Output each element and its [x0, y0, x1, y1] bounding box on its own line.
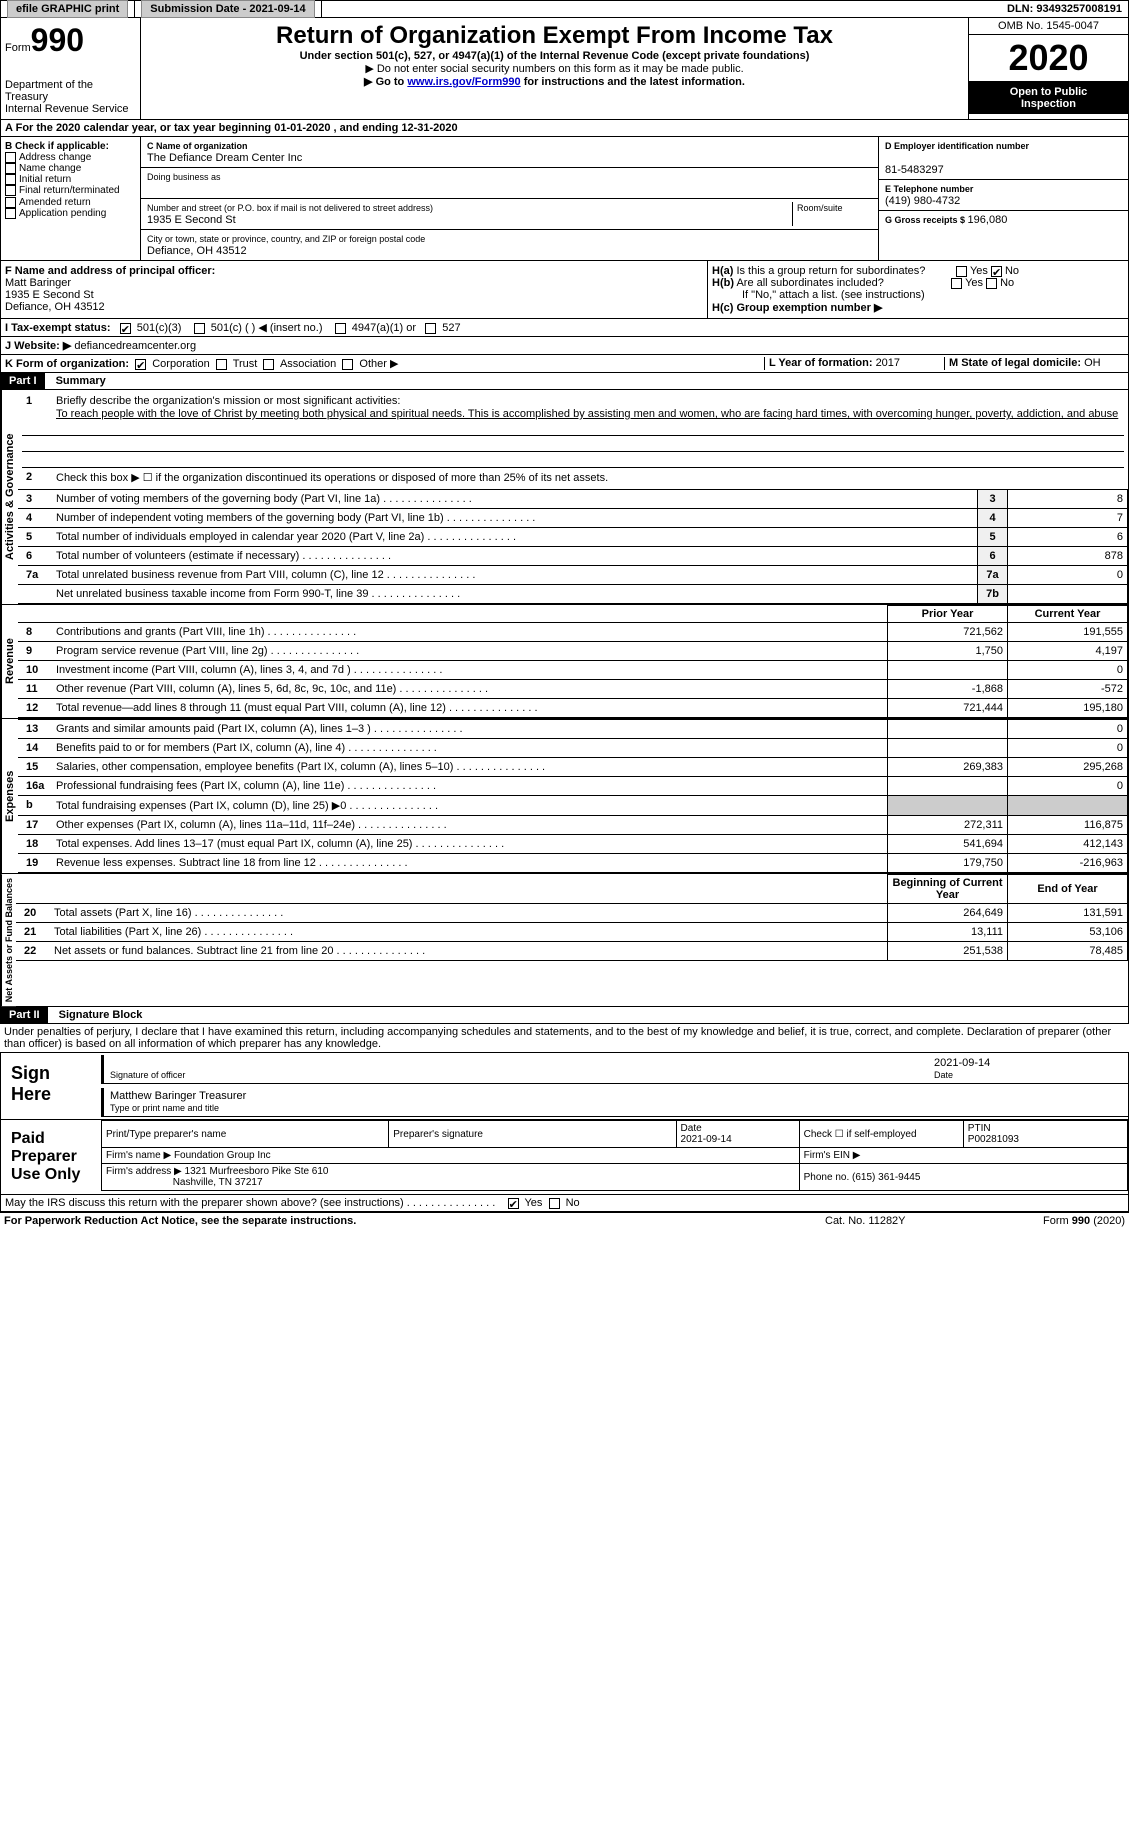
period-row: A For the 2020 calendar year, or tax yea… [0, 120, 1129, 137]
check-assoc[interactable] [263, 359, 274, 370]
check-other[interactable] [342, 359, 353, 370]
dln: DLN: 93493257008191 [1001, 1, 1128, 17]
check-initial-return[interactable]: Initial return [19, 174, 71, 185]
check-discuss-no[interactable] [549, 1198, 560, 1209]
check-name-change[interactable]: Name change [19, 163, 81, 174]
box-e: E Telephone number(419) 980-4732 [879, 180, 1128, 211]
label-governance: Activities & Governance [1, 390, 18, 604]
expenses-table: 13Grants and similar amounts paid (Part … [18, 719, 1128, 873]
box-d: D Employer identification number81-54832… [879, 137, 1128, 180]
box-c-city: City or town, state or province, country… [141, 230, 878, 260]
check-final-return[interactable]: Final return/terminated [19, 186, 120, 197]
paid-preparer-label: Paid Preparer Use Only [1, 1120, 101, 1194]
box-h: H(a) Is this a group return for subordin… [708, 261, 1128, 318]
box-i: I Tax-exempt status: 501(c)(3) 501(c) ( … [0, 319, 1129, 337]
dept-treasury: Department of the Treasury [5, 79, 136, 103]
omb-number: OMB No. 1545-0047 [969, 18, 1128, 35]
check-501c3[interactable] [120, 323, 131, 334]
box-b: B Check if applicable: Address change Na… [1, 137, 141, 260]
label-expenses: Expenses [1, 719, 18, 873]
open-inspection: Open to PublicInspection [969, 82, 1128, 114]
form-title: Return of Organization Exempt From Incom… [145, 22, 964, 50]
check-4947[interactable] [335, 323, 346, 334]
declaration-text: Under penalties of perjury, I declare th… [0, 1024, 1129, 1052]
check-501c[interactable] [194, 323, 205, 334]
form-number: 990 [31, 22, 84, 58]
check-application-pending[interactable]: Application pending [19, 208, 106, 219]
part1-expenses: Expenses 13Grants and similar amounts pa… [0, 719, 1129, 874]
form-footer-right: Form 990 (2020) [975, 1215, 1125, 1227]
footer: For Paperwork Reduction Act Notice, see … [0, 1212, 1129, 1229]
part1-governance: Activities & Governance 1Briefly describ… [0, 390, 1129, 605]
part1-netassets: Net Assets or Fund Balances Beginning of… [0, 874, 1129, 1007]
submission-date: Submission Date - 2021-09-14 [141, 0, 314, 18]
dept-irs: Internal Revenue Service [5, 103, 136, 115]
sign-here-label: Sign Here [1, 1053, 101, 1119]
check-corp[interactable] [135, 359, 146, 370]
check-discuss-yes[interactable] [508, 1198, 519, 1209]
box-f: F Name and address of principal officer:… [1, 261, 708, 318]
box-c-address: Number and street (or P.O. box if mail i… [141, 199, 878, 230]
preparer-table: Print/Type preparer's name Preparer's si… [101, 1120, 1128, 1191]
note-link: ▶ Go to www.irs.gov/Form990 for instruct… [145, 75, 964, 88]
box-g: G Gross receipts $ 196,080 [879, 211, 1128, 229]
form-word: Form [5, 42, 31, 54]
label-revenue: Revenue [1, 605, 18, 718]
header-bar: efile GRAPHIC print Submission Date - 20… [0, 0, 1129, 18]
form-subtitle: Under section 501(c), 527, or 4947(a)(1)… [145, 50, 964, 62]
org-info-block: B Check if applicable: Address change Na… [0, 137, 1129, 261]
officer-signature[interactable]: Signature of officer [101, 1055, 928, 1084]
check-address-change[interactable]: Address change [19, 152, 91, 163]
irs-link[interactable]: www.irs.gov/Form990 [407, 76, 520, 88]
governance-table: 3Number of voting members of the governi… [18, 489, 1128, 604]
box-c-dba: Doing business as [141, 168, 878, 199]
tax-year: 2020 [969, 35, 1128, 82]
note-ssn: ▶ Do not enter social security numbers o… [145, 62, 964, 75]
box-j: J Website: ▶ defiancedreamcenter.org [0, 337, 1129, 355]
part2-header: Part II Signature Block [0, 1007, 1129, 1024]
form-title-block: Form990 Department of the Treasury Inter… [0, 18, 1129, 120]
box-klm: K Form of organization: Corporation Trus… [0, 355, 1129, 373]
sign-here-block: Sign Here Signature of officer 2021-09-1… [0, 1052, 1129, 1120]
efile-button[interactable]: efile GRAPHIC print [7, 0, 128, 18]
box-c-name: C Name of organizationThe Defiance Dream… [141, 137, 878, 168]
check-amended[interactable]: Amended return [19, 197, 91, 208]
signature-date: 2021-09-14Date [928, 1055, 1128, 1084]
paid-preparer-block: Paid Preparer Use Only Print/Type prepar… [0, 1120, 1129, 1195]
part1-header: Part I Summary [0, 373, 1129, 390]
netassets-table: Beginning of Current YearEnd of Year20To… [16, 874, 1128, 961]
part1-revenue: Revenue Prior YearCurrent Year8Contribut… [0, 605, 1129, 719]
officer-group-block: F Name and address of principal officer:… [0, 261, 1129, 319]
revenue-table: Prior YearCurrent Year8Contributions and… [18, 605, 1128, 718]
discuss-row: May the IRS discuss this return with the… [0, 1195, 1129, 1212]
mission-text: To reach people with the love of Christ … [22, 408, 1124, 420]
check-527[interactable] [425, 323, 436, 334]
check-trust[interactable] [216, 359, 227, 370]
label-netassets: Net Assets or Fund Balances [1, 874, 16, 1006]
officer-name: Matthew Baringer TreasurerType or print … [101, 1088, 1128, 1117]
